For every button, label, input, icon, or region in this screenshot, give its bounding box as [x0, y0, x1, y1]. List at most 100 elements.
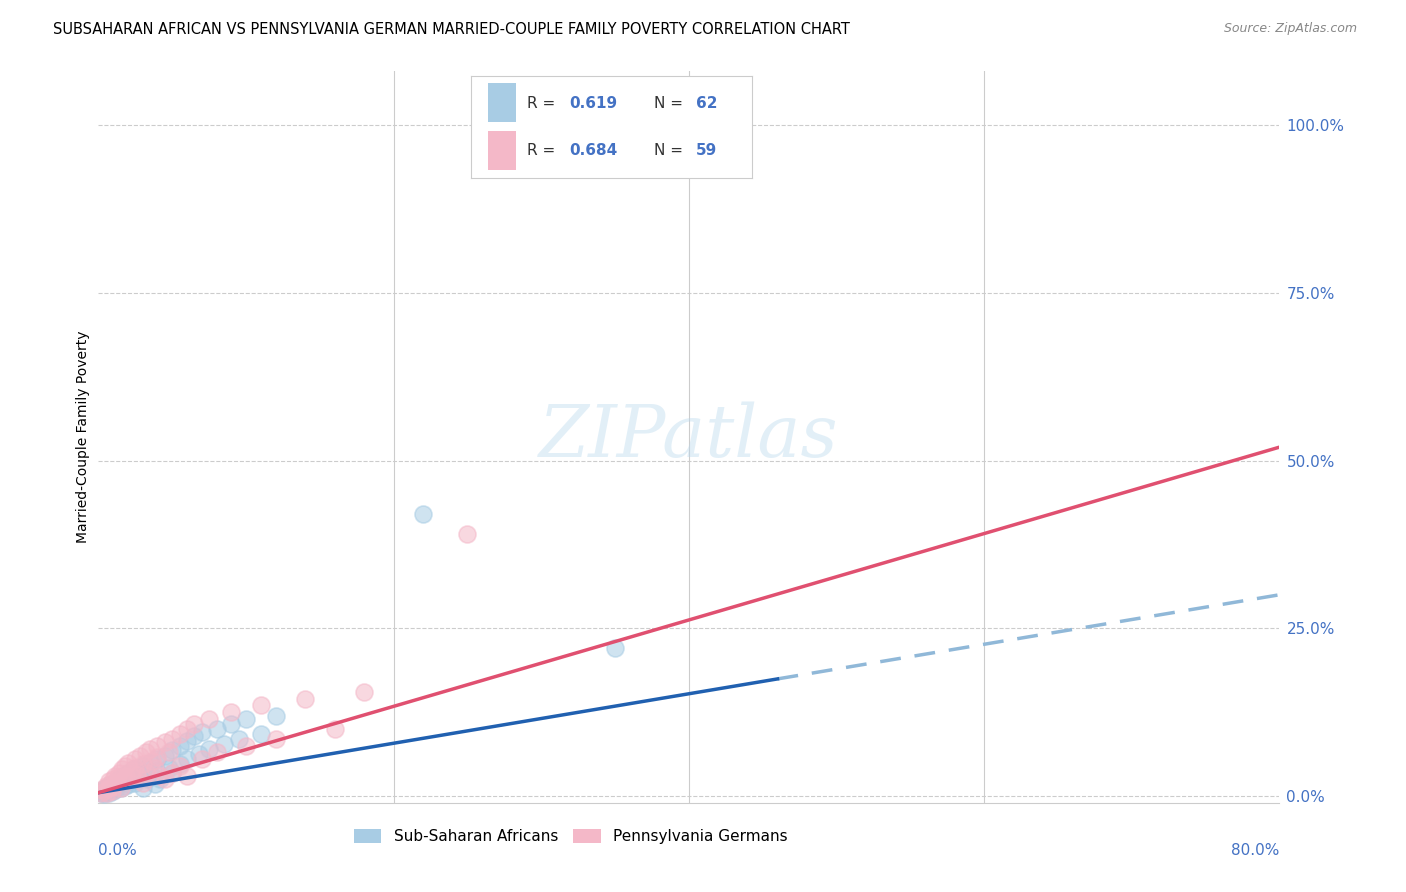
Text: 59: 59 — [696, 144, 717, 158]
Point — [97, 774, 120, 789]
Point — [135, 746, 157, 760]
Point — [120, 767, 142, 781]
Point — [128, 748, 150, 763]
Point — [94, 780, 117, 795]
Point — [105, 775, 128, 789]
Point — [111, 774, 134, 789]
Point — [176, 722, 198, 736]
Point — [100, 783, 122, 797]
Point — [93, 782, 115, 797]
Text: 0.0%: 0.0% — [98, 843, 138, 858]
Text: 0.619: 0.619 — [569, 96, 617, 111]
Point — [176, 769, 198, 783]
Point — [323, 722, 346, 736]
Point — [353, 685, 375, 699]
Bar — [488, 131, 516, 170]
Point — [235, 712, 257, 726]
Point — [183, 729, 205, 743]
Text: N =: N = — [654, 96, 688, 111]
Point — [250, 727, 273, 741]
Point — [157, 746, 180, 760]
Point — [146, 750, 169, 764]
Point — [107, 777, 129, 791]
Point — [169, 739, 191, 753]
Y-axis label: Married-Couple Family Poverty: Married-Couple Family Poverty — [76, 331, 90, 543]
Point — [103, 779, 125, 793]
Point — [198, 742, 221, 756]
Point — [135, 765, 157, 780]
Point — [141, 754, 163, 768]
Point — [250, 698, 273, 713]
Point — [139, 742, 162, 756]
Point — [162, 765, 183, 780]
Point — [112, 772, 135, 787]
Point — [132, 780, 155, 795]
Point — [412, 508, 434, 522]
Point — [117, 765, 139, 780]
Point — [104, 775, 127, 789]
Point — [103, 772, 125, 787]
Point — [91, 783, 114, 797]
Point — [111, 762, 134, 776]
Text: Source: ZipAtlas.com: Source: ZipAtlas.com — [1223, 22, 1357, 36]
Point — [98, 782, 121, 797]
Point — [132, 759, 155, 773]
Point — [176, 734, 198, 748]
Point — [141, 769, 163, 783]
Point — [93, 784, 115, 798]
Point — [221, 716, 243, 731]
Point — [125, 767, 148, 781]
Point — [103, 783, 125, 797]
Point — [136, 772, 159, 787]
Point — [169, 727, 191, 741]
Point — [104, 769, 127, 783]
Point — [153, 748, 176, 763]
Point — [96, 783, 118, 797]
Point — [183, 716, 205, 731]
Point — [157, 761, 180, 775]
Point — [149, 769, 172, 783]
Text: R =: R = — [527, 96, 561, 111]
Point — [212, 737, 235, 751]
Point — [457, 527, 479, 541]
Point — [143, 761, 166, 775]
Point — [110, 780, 132, 795]
Point — [121, 772, 143, 787]
Text: 62: 62 — [696, 96, 717, 111]
Text: N =: N = — [654, 144, 688, 158]
Point — [94, 779, 117, 793]
Point — [94, 785, 117, 799]
Point — [121, 770, 143, 784]
Text: ZIPatlas: ZIPatlas — [538, 401, 839, 473]
Point — [146, 752, 169, 766]
Point — [191, 725, 214, 739]
Point — [117, 756, 139, 770]
Point — [169, 759, 191, 773]
Point — [146, 764, 169, 778]
Bar — [488, 83, 516, 122]
Point — [294, 691, 316, 706]
Point — [125, 764, 148, 778]
Text: 0.684: 0.684 — [569, 144, 617, 158]
Point — [97, 786, 120, 800]
Point — [105, 782, 128, 797]
Point — [139, 756, 162, 770]
Point — [91, 782, 114, 797]
Point — [191, 752, 214, 766]
Point — [162, 743, 183, 757]
Point — [221, 705, 243, 719]
Point — [90, 786, 112, 800]
Point — [90, 786, 112, 800]
Point — [678, 117, 700, 131]
Point — [132, 775, 155, 789]
Point — [97, 780, 120, 795]
Point — [162, 732, 183, 747]
Point — [205, 722, 228, 736]
Point — [108, 772, 131, 787]
Point — [108, 765, 131, 780]
Legend: Sub-Saharan Africans, Pennsylvania Germans: Sub-Saharan Africans, Pennsylvania Germa… — [347, 822, 794, 850]
Point — [96, 786, 118, 800]
Point — [146, 739, 169, 753]
Point — [149, 772, 172, 787]
Point — [176, 752, 198, 766]
